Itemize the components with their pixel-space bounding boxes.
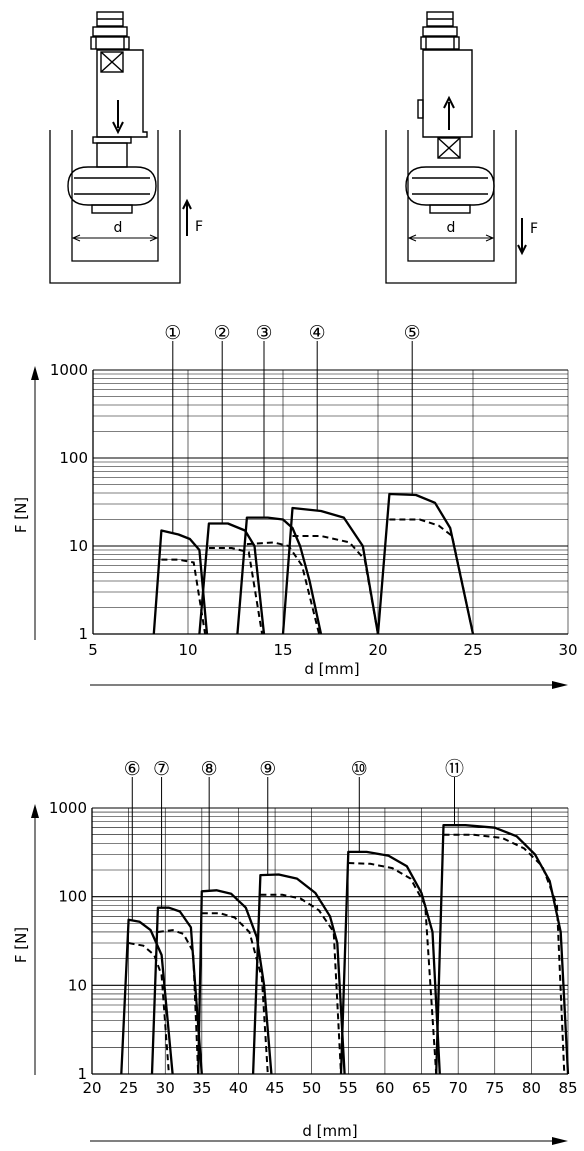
y-tick-label: 10 (69, 537, 88, 555)
x-axis-arrowhead (552, 681, 568, 689)
force-label: F (530, 221, 538, 237)
x-tick-label: 70 (449, 1079, 468, 1097)
chart-grid (92, 369, 569, 635)
chart-ticks: 20 25 30 35 40 45 50 55 60 65 70 75 80 85 1 10 100 1000 (49, 799, 578, 1097)
marker-label: ⑩ (351, 758, 368, 780)
dimension-label: d (114, 220, 123, 236)
force-curve-max (197, 889, 273, 1075)
y-tick-label: 1 (77, 1065, 87, 1083)
diagram-insert-down: d F (49, 11, 203, 284)
cable-gland (67, 11, 157, 214)
force-curve-max (198, 522, 266, 635)
x-tick-label: 15 (273, 641, 292, 659)
x-axis-arrowhead (552, 1137, 568, 1145)
marker-label: ② (214, 322, 231, 344)
marker-label: ⑦ (153, 758, 170, 780)
marker-label: ⑤ (404, 322, 421, 344)
force-curve-max (236, 516, 323, 635)
x-tick-label: 20 (368, 641, 387, 659)
x-tick-label: 80 (522, 1079, 541, 1097)
x-tick-label: 55 (339, 1079, 358, 1097)
y-tick-label: 1000 (49, 799, 87, 817)
housing-inner (71, 130, 159, 262)
force-curve-min (208, 547, 264, 635)
x-tick-label: 25 (463, 641, 482, 659)
force-curve-min (161, 558, 207, 635)
marker-label: ⑥ (124, 758, 141, 780)
force-curve-max (152, 529, 209, 635)
x-tick-label: 5 (88, 641, 98, 659)
y-tick-label: 100 (59, 449, 88, 467)
chart-1: 5 10 15 20 25 30 1 10 100 1000 ① ② ③ ④ ⑤ F [N] d [mm] (12, 322, 578, 689)
chart-ticks: 5 10 15 20 25 30 1 10 100 1000 (50, 361, 578, 659)
force-curve-max (251, 873, 346, 1075)
x-tick-label: 20 (82, 1079, 101, 1097)
y-axis-title: F [N] (12, 927, 30, 963)
chart-grid (91, 807, 569, 1075)
force-arrow-down-icon (517, 218, 527, 256)
x-tick-label: 40 (229, 1079, 248, 1097)
dimension-arrow (407, 234, 495, 242)
x-tick-label: 75 (485, 1079, 504, 1097)
force-curve-min (128, 942, 170, 1075)
y-tick-label: 1000 (50, 361, 88, 379)
force-arrow-up-icon (182, 198, 192, 236)
housing-outline (385, 130, 517, 284)
force-curve-max (376, 492, 475, 635)
force-curve-min (292, 535, 379, 635)
x-tick-label: 45 (266, 1079, 285, 1097)
y-tick-label: 10 (68, 976, 87, 994)
x-tick-label: 65 (412, 1079, 431, 1097)
force-curve-min (348, 862, 438, 1075)
marker-label: ⑨ (259, 758, 276, 780)
force-curve-max (339, 850, 441, 1075)
x-axis-title: d [mm] (302, 1122, 357, 1140)
force-curve-max (150, 906, 203, 1075)
chart-plot (120, 824, 570, 1075)
y-tick-label: 1 (78, 625, 88, 643)
x-tick-label: 25 (119, 1079, 138, 1097)
marker-label: ⑧ (201, 758, 218, 780)
force-curve-min (260, 893, 342, 1075)
x-tick-label: 50 (302, 1079, 321, 1097)
force-curve-max (120, 918, 174, 1075)
marker-label: ③ (255, 322, 272, 344)
x-tick-label: 30 (558, 641, 577, 659)
cable-gland (405, 11, 495, 214)
y-axis-arrowhead (31, 366, 39, 380)
housing-outline (49, 130, 181, 284)
chart-markers: ① ② ③ ④ ⑤ (164, 322, 421, 534)
chart-plot (152, 492, 475, 635)
x-axis-title: d [mm] (304, 660, 359, 678)
dimension-arrow (71, 234, 159, 242)
y-tick-label: 100 (58, 888, 87, 906)
dimension-label: d (447, 220, 456, 236)
x-tick-label: 35 (192, 1079, 211, 1097)
force-curve-max (281, 506, 380, 635)
marker-label: ⑪ (445, 758, 464, 780)
arrow-down-icon (112, 100, 124, 135)
force-label: F (195, 219, 203, 235)
x-tick-label: 30 (156, 1079, 175, 1097)
x-tick-label: 85 (558, 1079, 577, 1097)
marker-label: ④ (309, 322, 326, 344)
arrow-up-icon (443, 95, 455, 130)
force-curve-min (201, 912, 269, 1075)
force-curve-min (389, 518, 474, 635)
y-axis-title: F [N] (12, 497, 30, 533)
x-tick-label: 60 (375, 1079, 394, 1097)
x-tick-label: 10 (178, 641, 197, 659)
diagram-insert-up: d F (385, 11, 538, 284)
marker-label: ① (164, 322, 181, 344)
force-curve-min (443, 833, 566, 1075)
force-curve-max (435, 824, 570, 1075)
y-axis-arrowhead (31, 804, 39, 818)
chart-2: 20 25 30 35 40 45 50 55 60 65 70 75 80 85 1 10 100 1000 ⑥… (12, 758, 578, 1145)
